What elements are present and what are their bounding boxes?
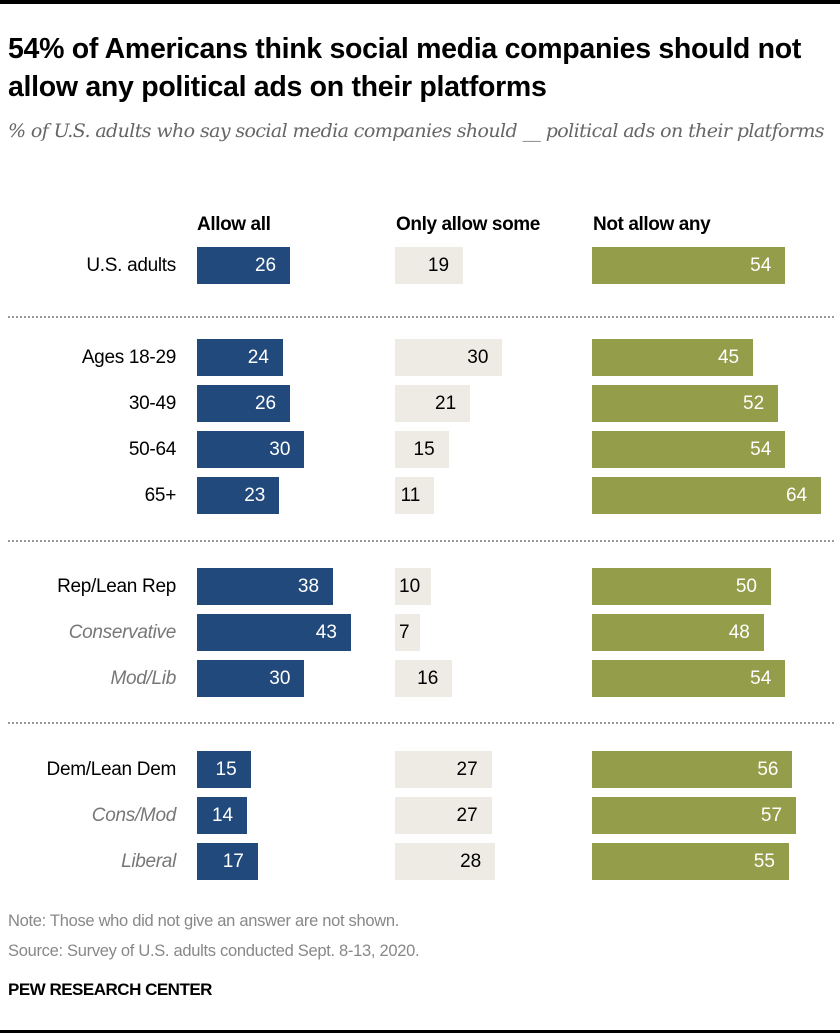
data-label: 26 [254,255,277,276]
bar-allow [197,568,334,605]
data-label: 16 [417,668,439,689]
bar-some [395,614,421,651]
bar-none [592,431,786,468]
data-label: 52 [743,393,765,414]
bar-allow [197,477,280,514]
data-label: 30 [467,347,489,368]
row-label: 30-49 [128,393,176,414]
bar-some [395,385,471,422]
bar-allow [197,797,248,834]
row-label: Ages 18-29 [81,347,176,368]
data-label: 10 [399,576,421,597]
data-label: 30 [269,668,291,689]
data-label: 28 [460,851,482,872]
data-label: 17 [222,851,244,872]
bar-some [395,751,492,788]
row-label: U.S. adults [86,255,176,276]
bar-allow [197,339,283,376]
bar-some [395,247,464,284]
top-rule [0,0,840,4]
data-label: 57 [760,805,783,826]
data-label: 11 [400,485,421,506]
data-label: 30 [269,439,291,460]
data-label: 54 [750,255,772,276]
data-label: 54 [750,439,772,460]
data-label: 15 [215,759,237,780]
group-divider [8,316,834,318]
data-label: 64 [785,485,808,506]
column-header-allow-all: Allow all [197,214,271,235]
bar-none [592,843,789,880]
bar-allow [197,431,305,468]
data-label: 50 [735,576,757,597]
data-label: 26 [254,393,277,414]
bar-allow [197,385,291,422]
bar-allow [197,614,351,651]
bar-allow [197,751,251,788]
data-label: 23 [244,485,266,506]
bar-some [395,660,453,697]
bar-none [592,568,771,605]
data-label: 56 [757,759,779,780]
bar-some [395,797,492,834]
data-label: 27 [456,805,478,826]
data-label: 38 [297,576,320,597]
row-label: 65+ [144,485,177,506]
bar-some [395,568,431,605]
bar-allow [197,247,291,284]
bottom-rule [0,1030,840,1033]
source-text: Source: Survey of U.S. adults conducted … [8,942,420,960]
row-label: Dem/Lean Dem [46,759,177,780]
row-label: Mod/Lib [110,668,177,689]
data-label: 48 [728,622,750,643]
chart-subtitle: % of U.S. adults who say social media co… [8,120,825,142]
bar-some [395,431,449,468]
data-label: 55 [753,851,775,872]
data-label: 24 [247,347,269,368]
bar-none [592,339,754,376]
data-label: 54 [750,668,772,689]
note-text: Note: Those who did not give an answer a… [8,912,400,930]
data-label: 27 [456,759,478,780]
column-header-only-allow-some: Only allow some [396,214,540,235]
column-header-not-allow-any: Not allow any [593,214,711,235]
brand-logo-text: PEW RESEARCH CENTER [8,980,212,999]
row-label: Cons/Mod [91,805,177,826]
data-label: 43 [315,622,337,643]
bar-none [592,660,786,697]
chart-title: 54% of Americans think social media comp… [8,33,802,103]
group-divider [8,540,834,542]
bar-none [592,751,793,788]
row-label: 50-64 [128,439,176,460]
data-label: 14 [211,805,234,826]
bar-none [592,614,764,651]
bar-none [592,477,822,514]
bar-none [592,797,797,834]
bar-some [395,339,503,376]
data-label: 19 [427,255,450,276]
data-label: 7 [399,622,410,643]
data-label: 45 [717,347,740,368]
bar-some [395,477,435,514]
bar-allow [197,843,258,880]
group-divider [8,722,834,724]
bar-some [395,843,496,880]
data-label: 15 [413,439,435,460]
row-label: Conservative [68,622,177,643]
row-label: Liberal [121,851,176,872]
bar-none [592,385,779,422]
row-label: Rep/Lean Rep [57,576,176,597]
bar-none [592,247,786,284]
data-label: 21 [435,393,457,414]
bar-allow [197,660,305,697]
